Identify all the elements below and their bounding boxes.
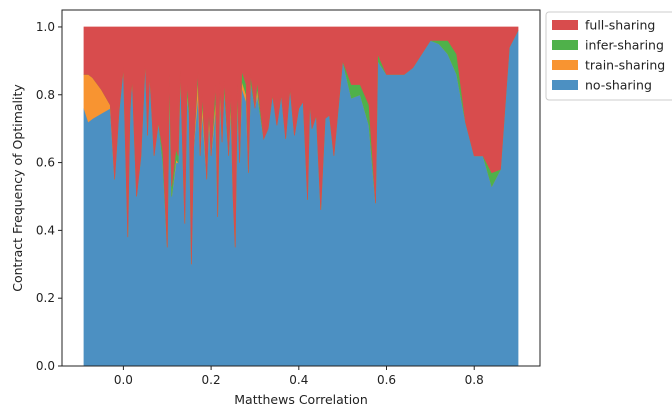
y-axis-label: Contract Frequency of Optimality bbox=[10, 84, 25, 292]
legend: full-sharing infer-sharing train-sharing no… bbox=[545, 11, 672, 101]
y-tick-label: 0.6 bbox=[36, 156, 55, 170]
legend-label-no-sharing: no-sharing bbox=[585, 78, 652, 93]
legend-label-full-sharing: full-sharing bbox=[585, 18, 655, 33]
x-tick-label: 0.4 bbox=[289, 373, 308, 387]
legend-label-train-sharing: train-sharing bbox=[585, 58, 665, 73]
x-tick-label: 0.0 bbox=[114, 373, 133, 387]
legend-swatch-no-sharing bbox=[552, 80, 578, 90]
y-tick-label: 1.0 bbox=[36, 20, 55, 34]
x-tick-label: 0.2 bbox=[202, 373, 221, 387]
area-full-sharing bbox=[83, 26, 519, 265]
x-axis-label: Matthews Correlation bbox=[234, 392, 368, 407]
legend-swatch-infer-sharing bbox=[552, 40, 578, 50]
y-tick-label: 0.4 bbox=[36, 223, 55, 237]
y-tick-label: 0.0 bbox=[36, 359, 55, 373]
x-tick-label: 0.6 bbox=[377, 373, 396, 387]
x-axis: 0.0 0.2 0.4 0.6 0.8 bbox=[114, 366, 484, 387]
y-axis: 0.0 0.2 0.4 0.6 0.8 1.0 bbox=[36, 20, 62, 373]
legend-swatch-train-sharing bbox=[552, 60, 578, 70]
y-tick-label: 0.8 bbox=[36, 88, 55, 102]
legend-box bbox=[545, 11, 672, 101]
y-tick-label: 0.2 bbox=[36, 291, 55, 305]
plot-frame bbox=[61, 9, 541, 367]
legend-label-infer-sharing: infer-sharing bbox=[585, 38, 664, 53]
x-tick-label: 0.8 bbox=[465, 373, 484, 387]
stacked-areas bbox=[83, 26, 519, 367]
legend-swatch-full-sharing bbox=[552, 20, 578, 30]
